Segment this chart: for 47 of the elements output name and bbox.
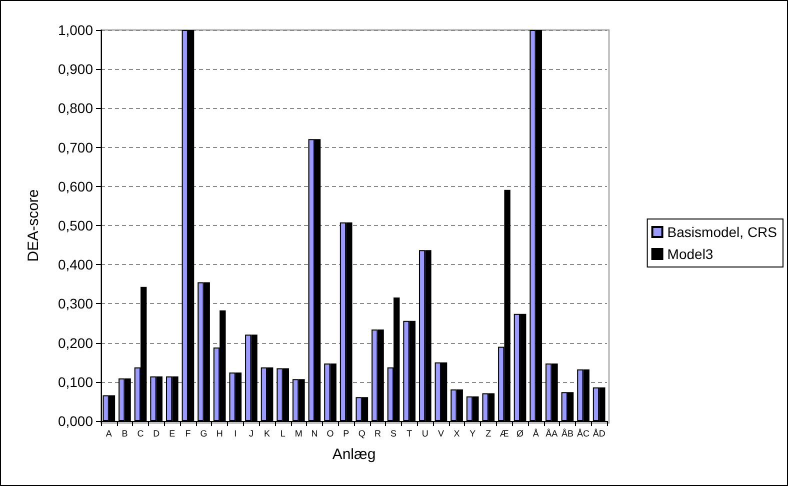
x-tick-label: E [169, 428, 176, 438]
x-tick-label: Æ [500, 428, 509, 438]
x-tick-label: Q [358, 428, 366, 438]
x-tick-label: C [137, 428, 144, 438]
y-tick-label: 1,000 [58, 22, 94, 38]
x-tick-label: ÅB [561, 428, 574, 438]
x-tick-label: ÅC [577, 428, 590, 438]
x-tick-label: Ø [516, 428, 524, 438]
y-tick-label: 0,600 [58, 178, 94, 194]
x-tick-label: U [422, 428, 428, 438]
y-axis-title: DEA-score [25, 189, 42, 262]
x-tick-label: F [185, 428, 192, 438]
x-tick-label: K [264, 428, 270, 438]
x-tick-label: ÅD [592, 428, 606, 438]
legend-label: Basismodel, CRS [667, 224, 777, 240]
x-tick-label: B [122, 428, 128, 438]
y-tick-label: 0,300 [58, 296, 94, 312]
x-tick-label: H [216, 428, 223, 438]
legend-label: Model3 [667, 246, 714, 262]
x-tick-label: M [294, 428, 302, 438]
x-tick-label: G [200, 428, 208, 438]
y-tick-label: 0,200 [58, 334, 94, 351]
x-tick-label: I [234, 428, 237, 438]
x-tick-label: D [153, 428, 160, 438]
x-tick-label: P [343, 428, 350, 438]
x-tick-label: O [326, 428, 334, 438]
x-tick-label: S [390, 428, 397, 438]
y-tick-label: 0,000 [58, 413, 94, 429]
x-tick-label: X [454, 428, 460, 438]
x-tick-label: A [106, 428, 112, 438]
y-tick-label: 0,900 [58, 61, 94, 78]
x-tick-label: Y [470, 428, 476, 438]
x-tick-label: L [280, 428, 286, 438]
x-tick-label: R [374, 428, 382, 438]
y-tick-label: 0,100 [58, 374, 94, 390]
y-tick-label: 0,700 [58, 139, 94, 156]
x-tick-label: Z [486, 428, 492, 438]
x-tick-label: T [406, 428, 413, 438]
x-tick-label: J [248, 428, 254, 438]
y-tick-label: 0,800 [58, 100, 94, 116]
x-tick-label: ÅA [546, 428, 558, 438]
x-tick-label: Å [532, 428, 539, 438]
y-tick-label: 0,500 [58, 218, 94, 234]
x-tick-label: N [311, 428, 318, 438]
y-tick-label: 0,400 [58, 256, 94, 273]
x-tick-label: V [438, 428, 444, 438]
x-axis-title: Anlæg [332, 446, 376, 463]
